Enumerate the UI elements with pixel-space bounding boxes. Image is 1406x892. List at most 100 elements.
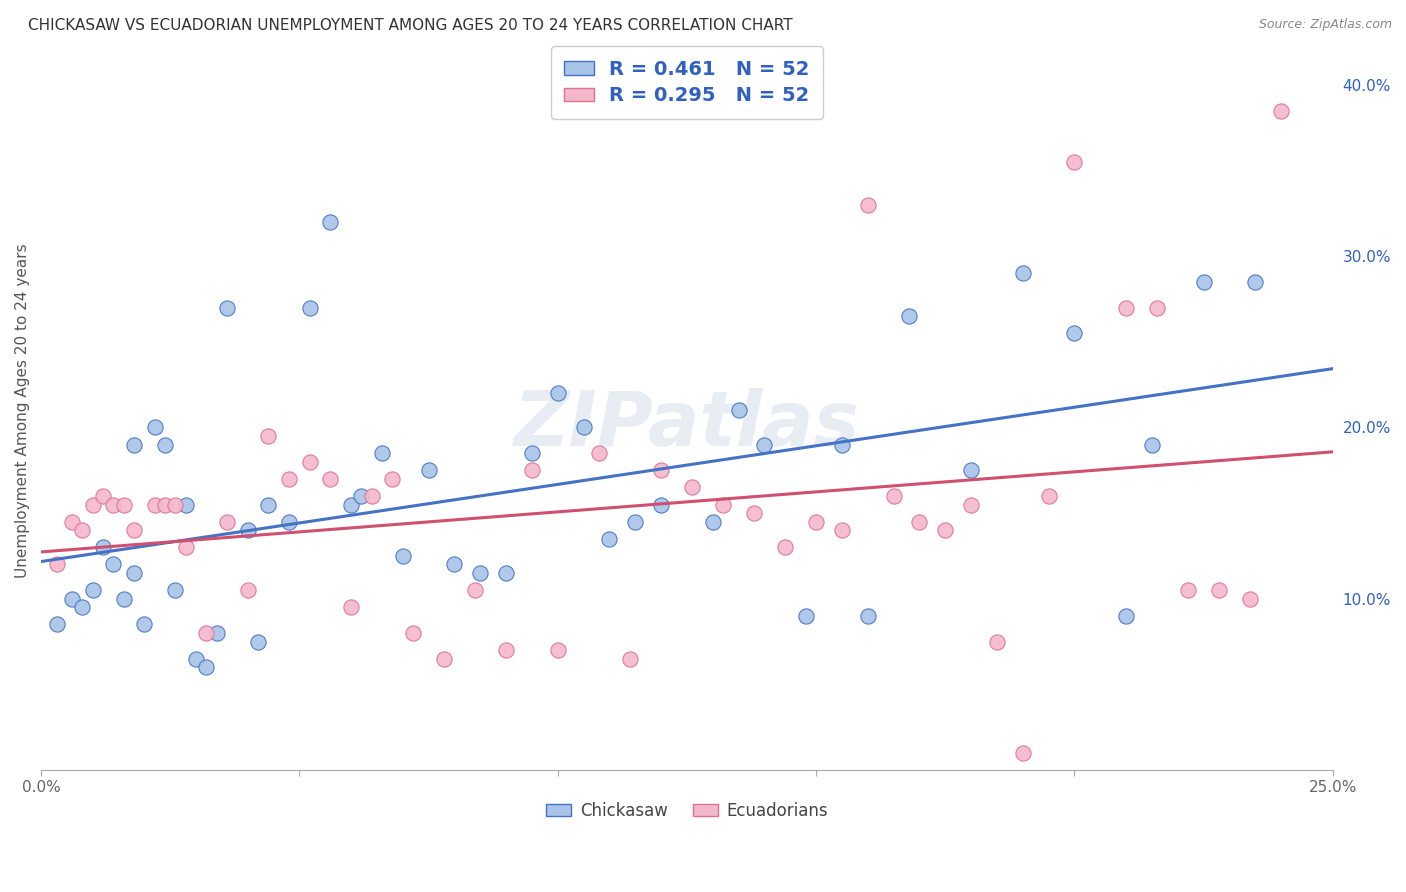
Legend: Chickasaw, Ecuadorians: Chickasaw, Ecuadorians: [540, 795, 834, 826]
Point: [195, 626, 218, 640]
Point: [960, 498, 983, 512]
Point: [908, 515, 931, 529]
Point: [257, 498, 280, 512]
Point: [60, 591, 83, 606]
Point: [1140, 437, 1163, 451]
Point: [112, 498, 135, 512]
Point: [72, 523, 94, 537]
Point: [82, 583, 104, 598]
Point: [831, 523, 853, 537]
Point: [122, 437, 145, 451]
Point: [91, 541, 114, 555]
Point: [433, 651, 456, 665]
Point: [1239, 591, 1261, 606]
Point: [174, 541, 197, 555]
Point: [1063, 326, 1085, 341]
Point: [143, 420, 166, 434]
Point: [986, 634, 1008, 648]
Point: [72, 600, 94, 615]
Point: [681, 480, 703, 494]
Point: [45, 558, 67, 572]
Point: [572, 420, 595, 434]
Point: [195, 660, 218, 674]
Point: [588, 446, 610, 460]
Point: [371, 446, 394, 460]
Point: [236, 583, 259, 598]
Point: [624, 515, 647, 529]
Point: [831, 437, 853, 451]
Point: [470, 566, 492, 580]
Point: [1038, 489, 1060, 503]
Point: [856, 198, 879, 212]
Point: [402, 626, 425, 640]
Point: [1011, 266, 1033, 280]
Point: [153, 437, 176, 451]
Point: [418, 463, 440, 477]
Point: [278, 515, 301, 529]
Point: [495, 566, 517, 580]
Point: [82, 498, 104, 512]
Point: [794, 608, 817, 623]
Point: [112, 591, 135, 606]
Point: [217, 301, 239, 315]
Point: [883, 489, 905, 503]
Point: [60, 515, 83, 529]
Point: [804, 515, 827, 529]
Point: [598, 532, 620, 546]
Point: [1208, 583, 1230, 598]
Point: [122, 566, 145, 580]
Point: [1177, 583, 1199, 598]
Point: [1115, 608, 1137, 623]
Point: [340, 498, 363, 512]
Point: [247, 634, 270, 648]
Point: [443, 558, 465, 572]
Text: ZIPatlas: ZIPatlas: [515, 388, 860, 462]
Point: [217, 515, 239, 529]
Point: [1063, 155, 1085, 169]
Point: [727, 403, 749, 417]
Point: [619, 651, 641, 665]
Point: [153, 498, 176, 512]
Point: [1270, 103, 1292, 118]
Point: [360, 489, 382, 503]
Point: [754, 437, 776, 451]
Point: [122, 523, 145, 537]
Point: [298, 455, 321, 469]
Point: [103, 498, 125, 512]
Text: Source: ZipAtlas.com: Source: ZipAtlas.com: [1258, 18, 1392, 31]
Point: [134, 617, 156, 632]
Point: [773, 541, 796, 555]
Point: [547, 643, 569, 657]
Point: [702, 515, 724, 529]
Point: [856, 608, 879, 623]
Point: [319, 472, 342, 486]
Point: [1192, 275, 1215, 289]
Point: [319, 215, 342, 229]
Point: [650, 463, 672, 477]
Point: [278, 472, 301, 486]
Point: [742, 506, 765, 520]
Point: [381, 472, 404, 486]
Point: [495, 643, 517, 657]
Point: [91, 489, 114, 503]
Point: [520, 446, 543, 460]
Point: [165, 583, 187, 598]
Point: [350, 489, 373, 503]
Point: [1115, 301, 1137, 315]
Point: [898, 309, 921, 323]
Point: [960, 463, 983, 477]
Point: [174, 498, 197, 512]
Point: [165, 498, 187, 512]
Point: [464, 583, 486, 598]
Point: [1011, 746, 1033, 760]
Point: [205, 626, 228, 640]
Point: [650, 498, 672, 512]
Point: [257, 429, 280, 443]
Point: [520, 463, 543, 477]
Point: [184, 651, 207, 665]
Point: [45, 617, 67, 632]
Point: [298, 301, 321, 315]
Point: [1146, 301, 1168, 315]
Point: [103, 558, 125, 572]
Point: [236, 523, 259, 537]
